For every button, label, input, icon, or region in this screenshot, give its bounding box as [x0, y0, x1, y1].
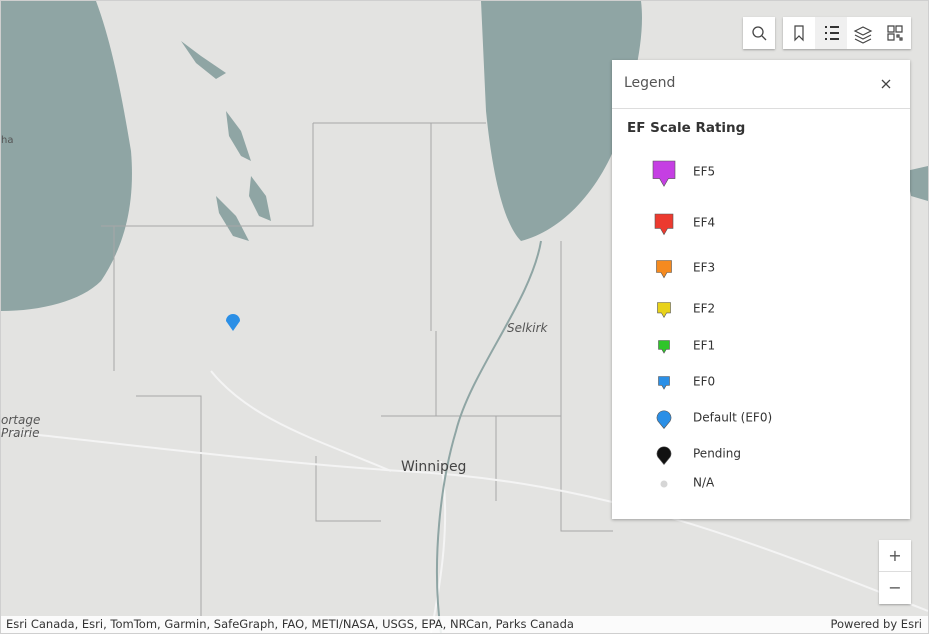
place-label: Selkirk [507, 321, 549, 335]
lake [481, 1, 642, 241]
legend-label: EF0 [693, 375, 715, 389]
search-button[interactable] [743, 17, 775, 49]
close-button[interactable] [881, 79, 891, 89]
lake [249, 176, 271, 221]
attribution-text: Esri Canada, Esri, TomTom, Garmin, SafeG… [6, 617, 574, 631]
legend-symbol [652, 160, 676, 187]
search-icon [752, 26, 767, 41]
legend-label: N/A [693, 476, 715, 490]
legend-panel: Legend EF5 EF4 EF3 EF2 EF1 EF0 Default (EF0) Pe… [612, 60, 910, 519]
basemap-icon[interactable] [887, 25, 903, 41]
road [210, 370, 392, 472]
bookmark-icon[interactable] [794, 25, 804, 42]
legend-symbol [656, 260, 672, 279]
legend-label: EF2 [693, 302, 715, 316]
powered-by[interactable]: Powered by Esri [830, 617, 923, 631]
legend-symbol [657, 302, 671, 319]
boundaries [101, 122, 613, 616]
legend-symbol [656, 446, 672, 465]
legend-symbol [658, 340, 670, 354]
legend-symbol [654, 213, 674, 236]
place-label: ha [1, 135, 13, 146]
lake [906, 166, 928, 201]
place-labels: Winnipeg Selkirk ortage Prairie ha [1, 135, 549, 475]
boundary [101, 122, 613, 532]
attribution: Esri Canada, Esri, TomTom, Garmin, SafeG… [1, 616, 928, 633]
toolbar [783, 17, 911, 49]
legend-label: Pending [693, 447, 741, 461]
zoom-controls: + − [879, 540, 911, 604]
legend-symbol [656, 410, 672, 429]
legend-label: EF4 [693, 216, 715, 230]
water [1, 1, 928, 311]
place-label: Prairie [1, 426, 40, 440]
road [1, 430, 928, 612]
divider [612, 108, 910, 109]
lake [1, 1, 132, 311]
map-pin[interactable] [226, 314, 240, 331]
place-label: Winnipeg [401, 459, 466, 475]
layer-title: EF Scale Rating [627, 120, 746, 136]
place-label: ortage [1, 413, 40, 427]
legend-icon[interactable] [825, 26, 839, 40]
legend-label: EF1 [693, 339, 715, 353]
legend-symbol [660, 480, 668, 488]
boundary [136, 395, 497, 616]
zoom-in[interactable]: + [879, 540, 911, 572]
lake [226, 111, 251, 161]
zoom-out[interactable]: − [888, 578, 902, 597]
legend-label: EF3 [693, 261, 715, 275]
lake [216, 196, 249, 241]
legend-title: Legend [624, 75, 676, 91]
legend-label: Default (EF0) [693, 411, 772, 425]
lake [181, 41, 226, 79]
river [435, 240, 542, 633]
toolbar-icons [794, 17, 903, 49]
layers-icon[interactable] [853, 26, 873, 44]
legend-label: EF5 [693, 165, 715, 179]
legend-graphics: EF5 EF4 EF3 EF2 EF1 EF0 Default (EF0) Pending N/… [652, 79, 891, 490]
legend-symbol [658, 376, 670, 390]
